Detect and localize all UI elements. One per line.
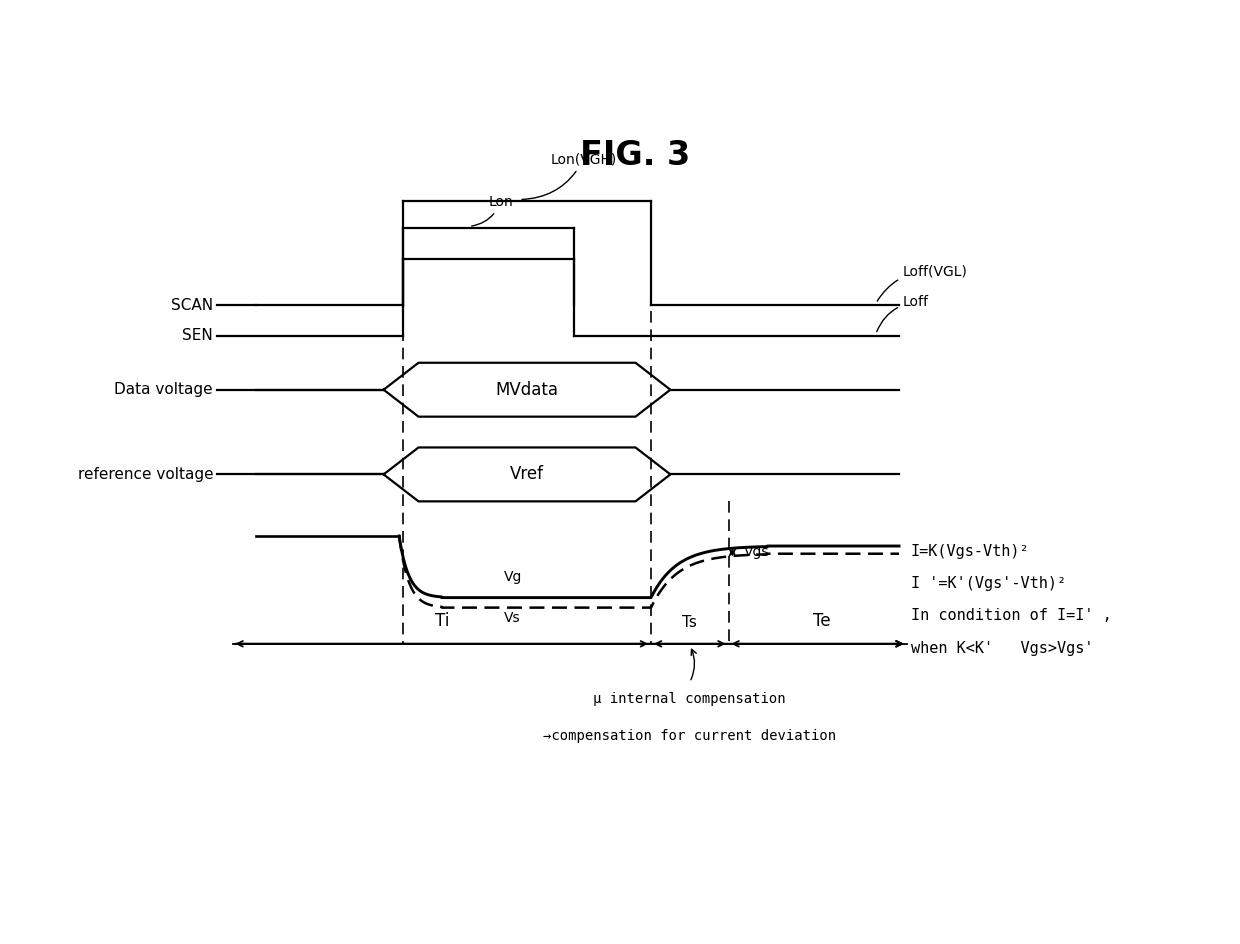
Text: Lon: Lon [471, 194, 513, 226]
Text: reference voltage: reference voltage [77, 467, 213, 481]
Text: Vs: Vs [503, 612, 521, 626]
Text: Vg: Vg [503, 570, 522, 583]
Text: when K<K'   Vgs>Vgs': when K<K' Vgs>Vgs' [910, 641, 1094, 656]
Text: SEN: SEN [182, 329, 213, 344]
Text: Loff: Loff [877, 295, 929, 331]
Text: →compensation for current deviation: →compensation for current deviation [543, 729, 836, 743]
Text: SCAN: SCAN [171, 297, 213, 312]
Text: Loff(VGL): Loff(VGL) [877, 264, 967, 301]
Text: Te: Te [812, 612, 831, 630]
Text: Lon(VGH): Lon(VGH) [522, 152, 616, 199]
Text: I=K(Vgs-Vth)²: I=K(Vgs-Vth)² [910, 544, 1029, 559]
Text: μ internal compensation: μ internal compensation [594, 692, 786, 706]
Text: I '=K'(Vgs'-Vth)²: I '=K'(Vgs'-Vth)² [910, 576, 1065, 591]
Text: Vgs: Vgs [744, 546, 770, 560]
Text: FIG. 3: FIG. 3 [580, 140, 691, 173]
Text: In condition of I=I' ,: In condition of I=I' , [910, 608, 1111, 623]
Text: Vref: Vref [510, 465, 544, 483]
Text: Data voltage: Data voltage [114, 382, 213, 397]
Text: Ti: Ti [434, 612, 449, 630]
Text: MVdata: MVdata [496, 380, 558, 398]
Text: Ts: Ts [682, 615, 697, 630]
